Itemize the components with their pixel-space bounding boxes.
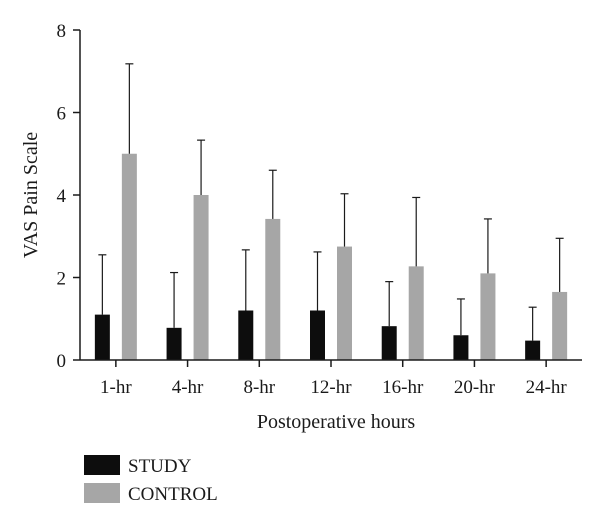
- control-bar: [121, 153, 137, 360]
- plot-area: [94, 63, 568, 360]
- study-bar: [238, 310, 254, 360]
- study-bar: [453, 335, 469, 360]
- control-bar: [480, 273, 496, 360]
- study-bar: [525, 340, 541, 360]
- y-axis-title: VAS Pain Scale: [20, 132, 42, 258]
- control-bar: [265, 218, 281, 360]
- y-tick-label: 0: [57, 351, 67, 372]
- study-bar: [166, 327, 182, 360]
- control-bar: [193, 195, 209, 360]
- study-bar: [310, 310, 325, 360]
- control-bar: [552, 291, 568, 360]
- x-tick-label: 24-hr: [526, 377, 568, 398]
- x-tick-label: 1-hr: [100, 377, 132, 398]
- study-bar: [381, 326, 397, 360]
- x-tick-label: 16-hr: [382, 377, 424, 398]
- x-axis-title: Postoperative hours: [257, 411, 416, 433]
- y-tick-label: 4: [57, 186, 67, 207]
- legend: STUDY CONTROL: [84, 455, 218, 505]
- legend-label-study: STUDY: [128, 456, 192, 477]
- y-tick-label: 6: [57, 104, 67, 125]
- control-bar: [408, 266, 424, 360]
- legend-swatch-control: [84, 483, 120, 503]
- x-tick-label: 4-hr: [172, 377, 204, 398]
- y-axis-ticks: 0 2 4 6 8: [57, 21, 80, 372]
- legend-label-control: CONTROL: [128, 484, 218, 505]
- y-tick-label: 8: [57, 21, 67, 42]
- study-bar: [94, 314, 110, 360]
- x-axis-ticks: 1-hr 4-hr 8-hr 12-hr 16-hr 20-hr 24-hr: [100, 360, 567, 398]
- legend-swatch-study: [84, 455, 120, 475]
- control-bar: [337, 246, 352, 360]
- x-tick-label: 12-hr: [310, 377, 352, 398]
- x-tick-label: 20-hr: [454, 377, 496, 398]
- x-tick-label: 8-hr: [243, 377, 275, 398]
- y-tick-label: 2: [57, 269, 67, 290]
